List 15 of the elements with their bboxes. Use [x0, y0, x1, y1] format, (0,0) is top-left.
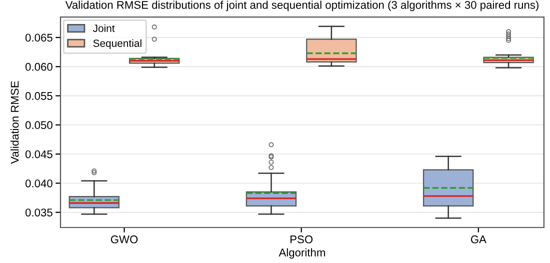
x-axis-title: Algorithm: [278, 248, 325, 259]
y-tick-label: 0.045: [25, 150, 52, 158]
y-tick-label: 0.040: [25, 179, 52, 188]
y-axis-title: Validation RMSE: [10, 81, 19, 164]
y-tick-label: 0.065: [25, 34, 52, 42]
y-tick-label: 0.055: [25, 92, 52, 100]
legend-label: Joint: [92, 24, 115, 32]
x-tick-label: GA: [470, 235, 486, 244]
chart-title: Validation RMSE distributions of joint and sequential optimization (3 algorithms × 30 paired runs): [65, 0, 538, 12]
x-tick-label: GWO: [110, 235, 138, 244]
x-tick-label: PSO: [290, 235, 313, 244]
y-tick-label: 0.060: [25, 62, 52, 71]
y-tick-label: 0.050: [25, 121, 52, 130]
legend-label: Sequential: [93, 39, 142, 50]
y-tick-label: 0.035: [25, 208, 52, 216]
